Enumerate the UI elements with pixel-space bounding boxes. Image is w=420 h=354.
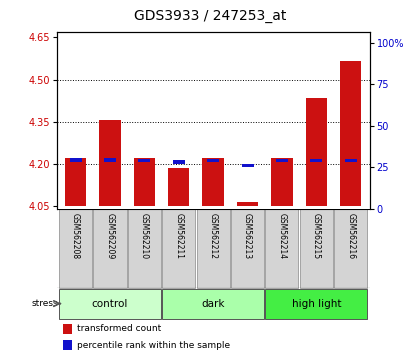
- Text: high light: high light: [291, 298, 341, 309]
- Text: percentile rank within the sample: percentile rank within the sample: [77, 341, 230, 350]
- Bar: [63, 340, 72, 350]
- Text: GSM562214: GSM562214: [278, 213, 286, 259]
- Bar: [207, 159, 219, 162]
- Bar: [310, 159, 322, 162]
- Bar: [241, 164, 254, 167]
- Bar: [104, 158, 116, 162]
- Text: GSM562211: GSM562211: [174, 213, 183, 259]
- Bar: [202, 158, 224, 206]
- Bar: [265, 209, 299, 287]
- Bar: [128, 209, 161, 287]
- Text: stress: stress: [31, 299, 58, 308]
- Bar: [334, 209, 367, 287]
- Bar: [63, 324, 72, 334]
- Bar: [265, 289, 367, 319]
- Text: control: control: [92, 298, 128, 309]
- Bar: [237, 202, 258, 206]
- Bar: [197, 209, 230, 287]
- Bar: [65, 158, 86, 206]
- Text: GSM562213: GSM562213: [243, 213, 252, 259]
- Bar: [94, 209, 126, 287]
- Text: GSM562208: GSM562208: [71, 213, 80, 259]
- Bar: [300, 209, 333, 287]
- Bar: [271, 158, 293, 206]
- Text: GSM562216: GSM562216: [346, 213, 355, 259]
- Text: GDS3933 / 247253_at: GDS3933 / 247253_at: [134, 9, 286, 23]
- Bar: [231, 209, 264, 287]
- Text: GSM562212: GSM562212: [209, 213, 218, 259]
- Bar: [345, 159, 357, 162]
- Text: GSM562210: GSM562210: [140, 213, 149, 259]
- Bar: [340, 61, 361, 206]
- Bar: [162, 289, 264, 319]
- Text: GSM562215: GSM562215: [312, 213, 321, 259]
- Text: transformed count: transformed count: [77, 324, 161, 333]
- Bar: [59, 289, 161, 319]
- Bar: [306, 98, 327, 206]
- Bar: [70, 158, 81, 162]
- Bar: [276, 159, 288, 162]
- Bar: [162, 209, 195, 287]
- Bar: [100, 120, 121, 206]
- Bar: [59, 209, 92, 287]
- Bar: [138, 159, 150, 162]
- Bar: [173, 160, 185, 164]
- Bar: [168, 168, 189, 206]
- Text: GSM562209: GSM562209: [105, 213, 115, 259]
- Text: dark: dark: [202, 298, 225, 309]
- Bar: [134, 158, 155, 206]
